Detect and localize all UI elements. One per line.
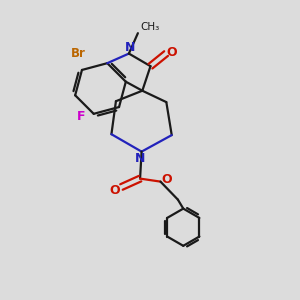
Text: CH₃: CH₃ — [140, 22, 160, 32]
Text: O: O — [110, 184, 120, 196]
Text: O: O — [167, 46, 177, 59]
Text: F: F — [77, 110, 85, 123]
Text: O: O — [161, 173, 172, 186]
Text: N: N — [135, 152, 146, 165]
Text: N: N — [125, 41, 135, 54]
Text: Br: Br — [71, 47, 86, 60]
